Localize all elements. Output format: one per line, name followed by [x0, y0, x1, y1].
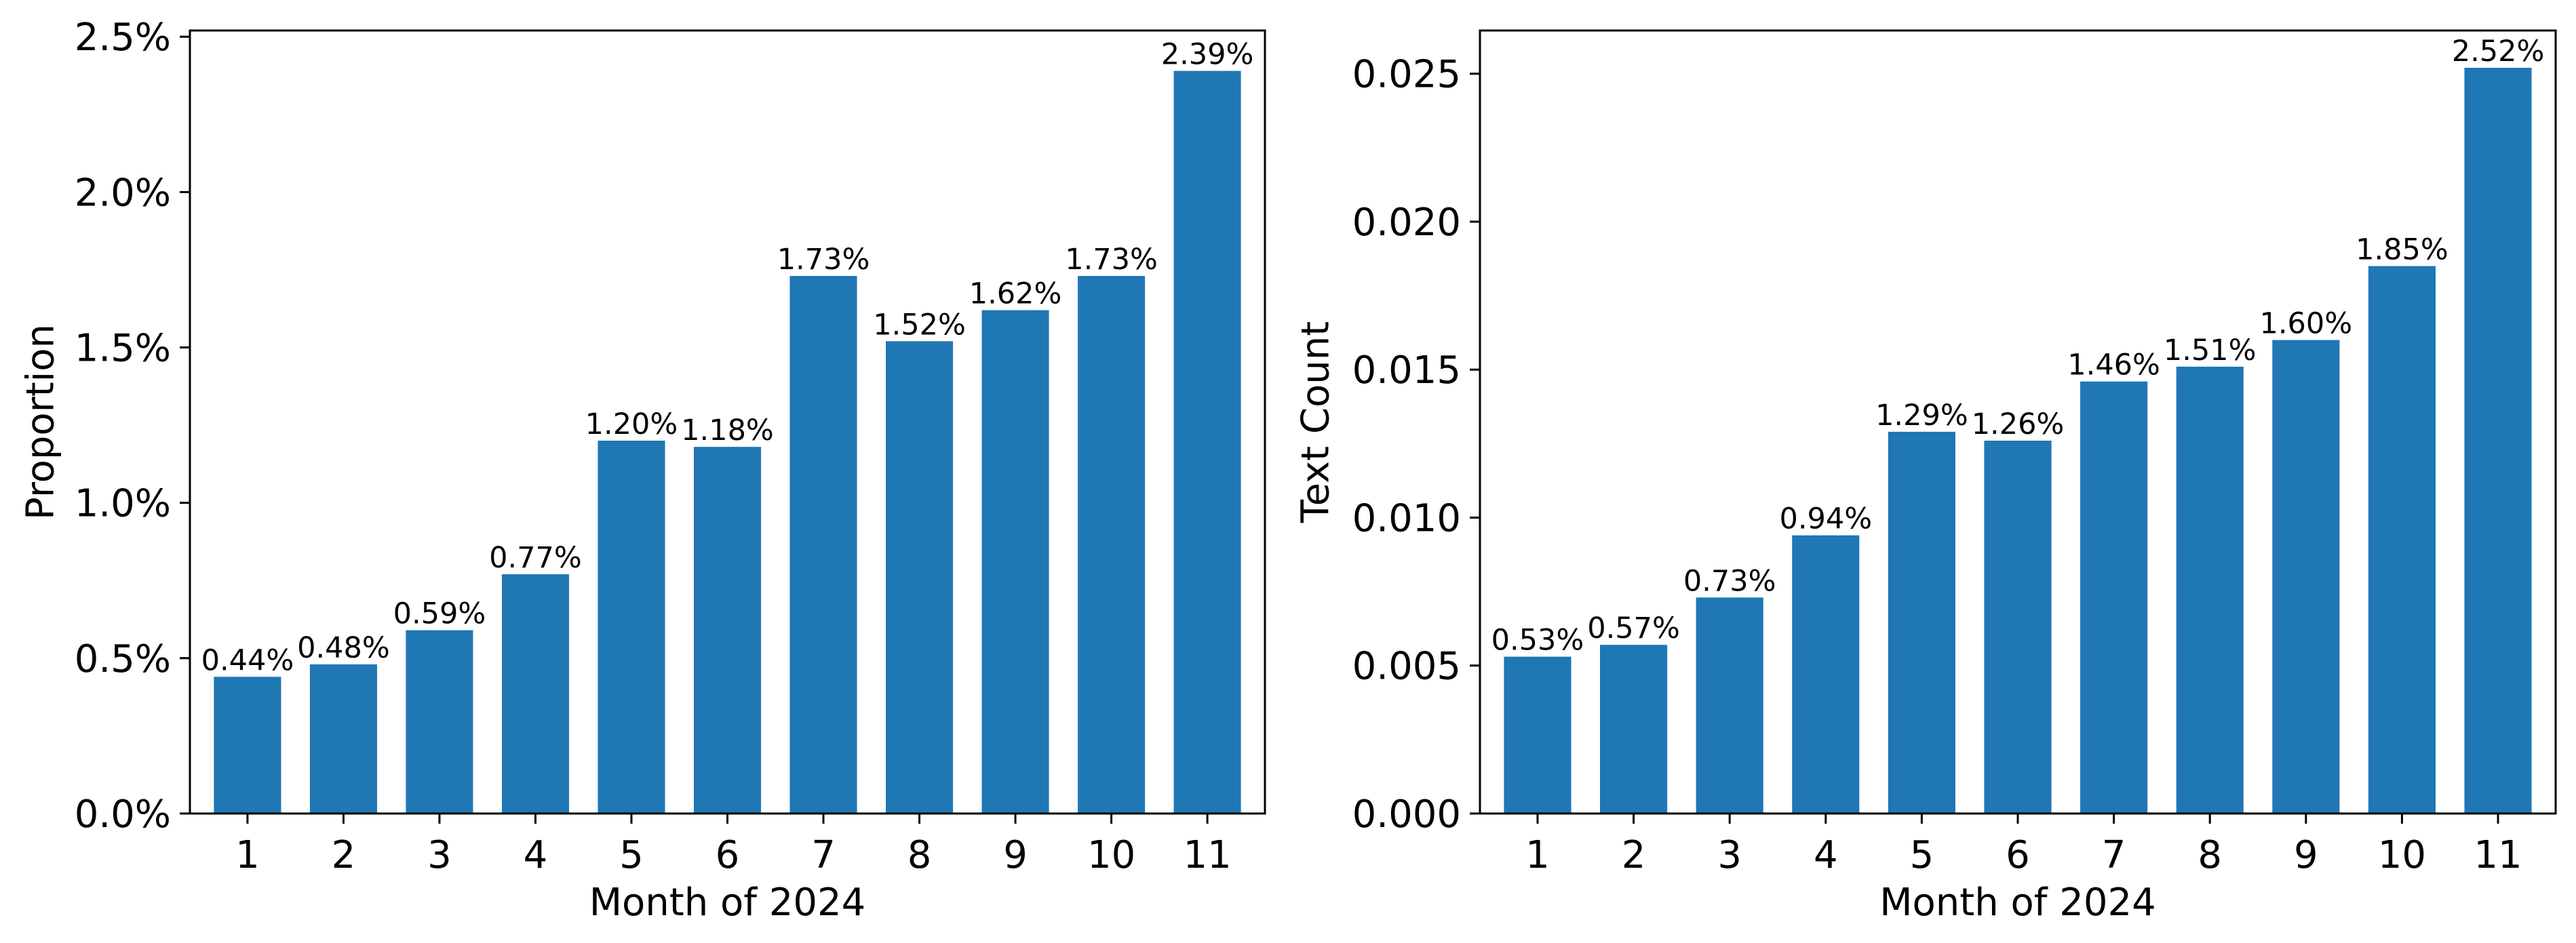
chart-2-x-tick-label-2: 2 [1622, 833, 1646, 877]
chart-1-bar-2 [309, 664, 377, 814]
chart-2-data-label-6: 1.26% [1972, 407, 2065, 441]
chart-1-x-tick-label-4: 4 [524, 833, 548, 877]
chart-1-y-tick-label-3: 1.5% [75, 327, 171, 371]
chart-2-data-label-8: 1.51% [2164, 334, 2257, 367]
chart-1-bar-11 [1173, 71, 1241, 814]
chart-2-bar-6 [1984, 441, 2052, 814]
chart-2-x-tick-label-1: 1 [1525, 833, 1550, 877]
chart-1-bar-8 [886, 341, 954, 814]
chart-1-bar-7 [789, 276, 857, 814]
chart-1-bar-6 [693, 447, 762, 814]
chart-1-data-label-10: 1.73% [1065, 243, 1158, 277]
chart-1-data-label-8: 1.52% [873, 308, 966, 342]
chart-1-x-tick-label-11: 11 [1183, 833, 1231, 877]
chart-1-x-tick-label-1: 1 [235, 833, 260, 877]
chart-1-data-label-6: 1.18% [681, 414, 774, 447]
chart-2-bar-8 [2176, 366, 2244, 814]
chart-1-y-axis-title: Proportion [19, 324, 63, 520]
chart-1-bar-3 [406, 630, 473, 814]
chart-1-x-tick-label-5: 5 [619, 833, 644, 877]
chart-1: 0.44% 0.48%0.59%0.77%1.20% 1.18%1.73%1.52%… [19, 16, 1266, 925]
chart-1-x-tick-label-6: 6 [716, 833, 740, 877]
chart-2-data-label-2: 0.57% [1587, 611, 1680, 645]
chart-1-data-label-5: 1.20% [585, 407, 678, 441]
chart-2-bar-2 [1600, 645, 1668, 814]
chart-2-y-tick-label-4: 0.020 [1352, 201, 1461, 245]
chart-1-bar-9 [981, 310, 1049, 814]
chart-2-bar-4 [1792, 535, 1860, 814]
chart-2-x-tick-label-10: 10 [2378, 833, 2426, 877]
chart-2-x-axis-title: Month of 2024 [1879, 881, 2156, 925]
chart-2-data-label-7: 1.46% [2067, 348, 2160, 382]
chart-1-data-label-7: 1.73% [777, 243, 870, 277]
chart-2-bar-3 [1696, 597, 1763, 814]
chart-1-bar-4 [501, 574, 569, 814]
chart-2-y-tick-label-1: 0.005 [1352, 645, 1461, 689]
chart-2-bar-9 [2272, 340, 2340, 814]
chart-1-data-label-3: 0.59% [393, 597, 486, 631]
chart-1-bar-10 [1078, 276, 1146, 814]
chart-1-bar-1 [214, 677, 281, 814]
chart-1-x-tick-label-10: 10 [1087, 833, 1135, 877]
chart-1-data-label-4: 0.77% [489, 541, 582, 575]
chart-2-data-label-4: 0.94% [1779, 502, 1872, 536]
chart-2: 0.53% 0.57%0.73%0.94% 1.29% 1.26%1.46% 1.51%… [1294, 29, 2557, 925]
chart-2-y-tick-label-0: 0.000 [1352, 792, 1461, 837]
chart-1-y-tick-label-2: 1.0% [75, 482, 171, 526]
chart-1-data-label-11: 2.39% [1161, 38, 1254, 72]
chart-1-bar-5 [598, 441, 665, 814]
chart-1-x-tick-label-2: 2 [332, 833, 356, 877]
chart-2-x-tick-label-5: 5 [1910, 833, 1934, 877]
chart-2-x-tick-label-6: 6 [2006, 833, 2030, 877]
chart-2-x-tick-label-7: 7 [2102, 833, 2126, 877]
chart-2-y-tick-label-2: 0.010 [1352, 496, 1461, 540]
chart-2-bar-11 [2464, 68, 2532, 814]
chart-2-x-tick-label-8: 8 [2198, 833, 2222, 877]
chart-2-y-tick-label-3: 0.015 [1352, 348, 1461, 393]
chart-2-data-label-10: 1.85% [2356, 233, 2448, 266]
chart-2-x-tick-label-3: 3 [1717, 833, 1742, 877]
chart-1-x-tick-label-8: 8 [908, 833, 932, 877]
chart-1-data-label-9: 1.62% [969, 277, 1062, 311]
chart-2-y-tick-label-5: 0.025 [1352, 53, 1461, 97]
chart-1-y-tick-label-1: 0.5% [75, 637, 171, 681]
chart-1-y-tick-label-4: 2.0% [75, 171, 171, 215]
chart-2-data-label-3: 0.73% [1683, 564, 1776, 598]
chart-2-x-tick-label-4: 4 [1814, 833, 1838, 877]
chart-2-data-label-9: 1.60% [2260, 307, 2353, 341]
chart-1-data-label-1: 0.44% [201, 643, 294, 677]
chart-2-data-label-11: 2.52% [2452, 35, 2545, 68]
chart-1-x-tick-label-3: 3 [427, 833, 452, 877]
chart-2-x-tick-label-9: 9 [2294, 833, 2318, 877]
chart-1-x-axis-title: Month of 2024 [589, 881, 866, 925]
chart-2-data-label-1: 0.53% [1491, 624, 1584, 658]
chart-2-bar-7 [2080, 381, 2148, 814]
chart-2-bar-5 [1888, 431, 1955, 814]
chart-1-x-tick-label-9: 9 [1003, 833, 1028, 877]
chart-2-bar-10 [2368, 266, 2436, 814]
chart-1-y-tick-label-5: 2.5% [75, 16, 171, 60]
chart-1-y-tick-label-0: 0.0% [75, 792, 171, 837]
chart-1-x-tick-label-7: 7 [811, 833, 836, 877]
chart-1-data-label-2: 0.48% [297, 631, 390, 665]
chart-2-bar-1 [1504, 656, 1572, 814]
chart-2-data-label-5: 1.29% [1875, 399, 1968, 433]
chart-2-y-axis-title: Text Count [1294, 321, 1338, 523]
chart-2-x-tick-label-11: 11 [2474, 833, 2522, 877]
